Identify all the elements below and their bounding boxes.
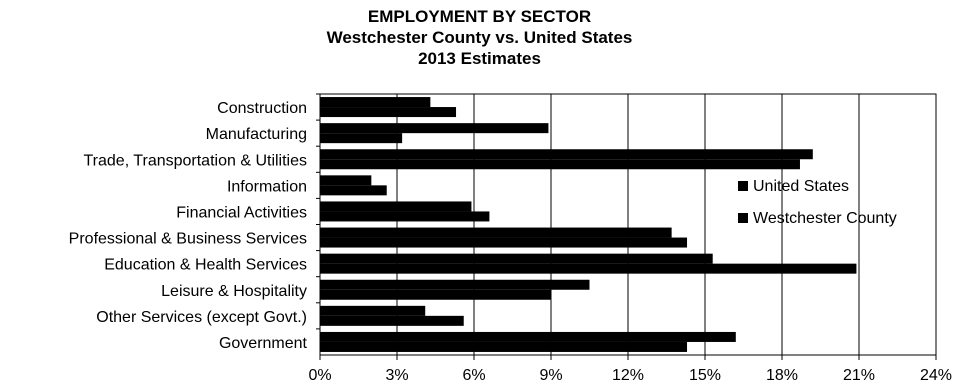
- category-label-3: Information: [227, 178, 307, 195]
- category-label-7: Leisure & Hospitality: [161, 283, 307, 300]
- x-tick-label-6: 18%: [766, 367, 798, 384]
- legend-swatch-1: [738, 213, 748, 223]
- bar-united-states-3: [320, 175, 372, 186]
- x-tick-label-2: 6%: [462, 367, 485, 384]
- bar-westchester-county-9: [320, 341, 688, 352]
- category-label-8: Other Services (except Govt.): [96, 309, 307, 326]
- legend-swatch-0: [738, 181, 748, 191]
- category-label-6: Education & Health Services: [104, 257, 307, 274]
- category-label-2: Trade, Transportation & Utilities: [84, 152, 308, 169]
- x-tick-label-1: 3%: [385, 367, 408, 384]
- bar-united-states-7: [320, 279, 590, 290]
- x-tick-label-3: 9%: [539, 367, 562, 384]
- bar-westchester-county-7: [320, 289, 551, 300]
- bar-united-states-9: [320, 331, 736, 342]
- bar-westchester-county-4: [320, 211, 490, 222]
- bar-united-states-0: [320, 97, 431, 108]
- bar-united-states-2: [320, 149, 813, 160]
- bar-united-states-5: [320, 227, 672, 238]
- bar-westchester-county-0: [320, 107, 457, 118]
- bar-westchester-county-5: [320, 237, 688, 248]
- x-tick-label-4: 12%: [612, 367, 644, 384]
- bar-united-states-4: [320, 201, 472, 212]
- category-label-0: Construction: [217, 100, 307, 117]
- legend-label-1: Westchester County: [753, 210, 897, 227]
- bar-westchester-county-6: [320, 263, 857, 274]
- bar-westchester-county-2: [320, 159, 800, 170]
- legend-label-0: United States: [753, 178, 849, 195]
- category-label-9: Government: [219, 335, 308, 352]
- chart-subtitle: Westchester County vs. United States: [326, 28, 633, 47]
- x-tick-label-7: 21%: [843, 367, 875, 384]
- x-tick-label-5: 15%: [689, 367, 721, 384]
- category-label-1: Manufacturing: [206, 126, 307, 143]
- x-tick-label-0: 0%: [308, 367, 331, 384]
- category-label-5: Professional & Business Services: [69, 231, 307, 248]
- bar-united-states-6: [320, 253, 713, 264]
- bar-westchester-county-3: [320, 185, 387, 196]
- chart-subtitle-year: 2013 Estimates: [418, 49, 541, 68]
- bar-westchester-county-1: [320, 133, 403, 144]
- category-label-4: Financial Activities: [176, 204, 307, 221]
- bar-united-states-8: [320, 305, 426, 316]
- bar-united-states-1: [320, 123, 549, 134]
- chart-title: EMPLOYMENT BY SECTOR: [367, 7, 592, 26]
- bar-westchester-county-8: [320, 315, 464, 326]
- x-tick-label-8: 24%: [920, 367, 952, 384]
